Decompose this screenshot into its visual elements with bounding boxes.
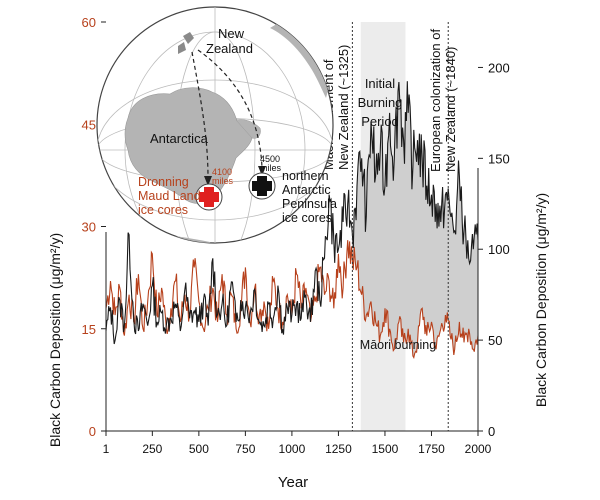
initial-burning-label-line2: Burning bbox=[358, 95, 403, 110]
annotation-maori-settlement-line2: New Zealand (~1325) bbox=[336, 45, 351, 170]
antarctica-landmass bbox=[124, 87, 253, 204]
x-tick-label: 1750 bbox=[418, 442, 445, 456]
tick-layer: 1 250 500 750 1000 1250 1500 1750 20000153045600… bbox=[82, 15, 510, 456]
route-to-dml bbox=[191, 51, 209, 179]
map-label-dml-2: Maud Land bbox=[138, 189, 201, 203]
initial-burning-label-line3: Period bbox=[361, 114, 399, 129]
map-label-new: New bbox=[218, 26, 245, 41]
globe-map: New Zealand Antarctica Dronning Maud Lan… bbox=[96, 6, 337, 244]
maori-burning-shading bbox=[352, 81, 478, 358]
map-label-zealand: Zealand bbox=[206, 41, 253, 56]
left-y-tick-label: 60 bbox=[82, 15, 96, 30]
map-label-nap-distance-2: miles bbox=[260, 163, 282, 173]
series-line-antarctic-peninsula bbox=[105, 81, 479, 345]
x-tick-label: 250 bbox=[142, 442, 162, 456]
left-y-tick-label: 0 bbox=[89, 424, 96, 439]
left-y-axis-title: Black Carbon Deposition (μg/m²/y) bbox=[47, 233, 63, 447]
initial-burning-label-line1: Initial bbox=[365, 76, 395, 91]
left-y-tick-label: 15 bbox=[82, 322, 96, 337]
map-label-nap-1: northern bbox=[282, 169, 329, 183]
route-to-peninsula bbox=[197, 49, 263, 169]
map-label-nap-3: Peninsula bbox=[282, 197, 337, 211]
left-y-tick-label: 30 bbox=[82, 220, 96, 235]
map-label-dml-3: ice cores bbox=[138, 203, 188, 217]
map-label-nap-4: ice cores bbox=[282, 211, 332, 225]
series-layer bbox=[105, 81, 479, 359]
right-y-tick-label: 0 bbox=[488, 424, 495, 439]
annotation-european-line2: New Zealand (~1840) bbox=[443, 47, 458, 172]
red-cross-icon bbox=[195, 183, 223, 211]
x-tick-label: 2000 bbox=[465, 442, 492, 456]
x-tick-label: 750 bbox=[235, 442, 255, 456]
right-y-tick-label: 100 bbox=[488, 242, 510, 257]
map-label-nap-2: Antarctic bbox=[282, 183, 331, 197]
x-tick-label: 1250 bbox=[325, 442, 352, 456]
map-label-antarctica: Antarctica bbox=[150, 131, 209, 146]
x-tick-label: 1 bbox=[103, 442, 110, 456]
plot-area: 1 250 500 750 1000 1250 1500 1750 20000153045600… bbox=[82, 15, 510, 456]
map-label-nap-distance-1: 4500 bbox=[260, 154, 280, 164]
x-axis-title: Year bbox=[278, 474, 308, 491]
new-zealand-landmass bbox=[178, 32, 194, 54]
right-y-tick-label: 150 bbox=[488, 151, 510, 166]
annotation-european-line1: European colonization of bbox=[428, 29, 443, 172]
map-label-dml-distance-2: miles bbox=[212, 176, 234, 186]
shaded-difference-area bbox=[352, 81, 478, 358]
right-y-tick-label: 200 bbox=[488, 60, 510, 75]
map-label-dml-distance-1: 4100 bbox=[212, 167, 232, 177]
left-y-tick-label: 45 bbox=[82, 117, 96, 132]
x-tick-label: 1000 bbox=[279, 442, 306, 456]
right-y-tick-label: 50 bbox=[488, 333, 502, 348]
map-label-dml-1: Dronning bbox=[138, 175, 189, 189]
right-y-axis-title: Black Carbon Deposition (μg/m²/y) bbox=[533, 193, 549, 407]
south-america-landmass bbox=[270, 10, 333, 98]
x-tick-label: 1500 bbox=[372, 442, 399, 456]
maori-burning-label: Māori burning bbox=[360, 338, 436, 352]
black-cross-icon bbox=[248, 172, 276, 200]
x-tick-label: 500 bbox=[189, 442, 209, 456]
